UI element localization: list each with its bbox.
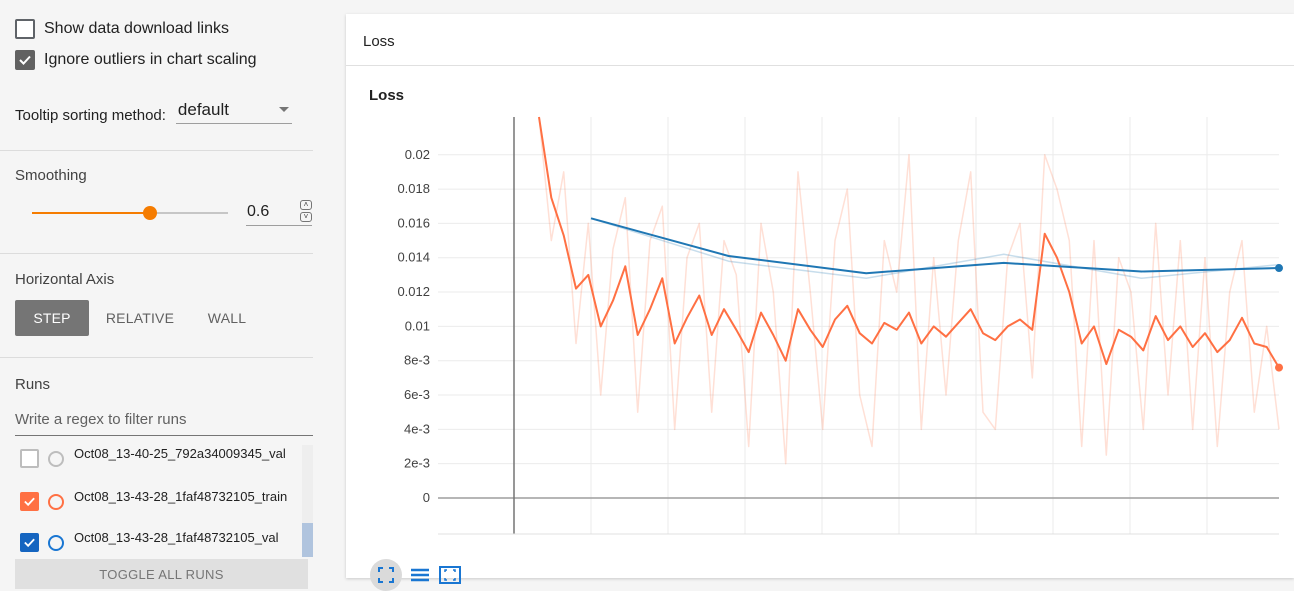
horizontal-axis-title: Horizontal Axis: [15, 271, 115, 288]
runs-title: Runs: [15, 376, 51, 393]
y-tick-label: 6e-3: [404, 387, 430, 402]
run-color-circle-icon: [48, 494, 64, 510]
tooltip-sorting-row: Tooltip sorting method: default: [15, 98, 292, 124]
smoothing-spinner[interactable]: ˄ ˅: [300, 200, 312, 222]
smoothing-value: 0.6: [247, 203, 270, 220]
train-end-point: [1275, 363, 1283, 372]
chart-card: Loss 0 2e-3 4e-3 6e-3 8e-3 0.01 0.012 0.014 0.01…: [346, 14, 1294, 591]
sidebar: Show data download links Ignore outliers…: [0, 0, 330, 589]
tooltip-sorting-label: Tooltip sorting method:: [15, 107, 166, 124]
y-tick-label: 0.014: [397, 250, 430, 265]
divider: [0, 357, 313, 358]
y-tick-label: 0: [423, 490, 430, 505]
y-axis-ticks: 0 2e-3 4e-3 6e-3 8e-3 0.01 0.012 0.014 0.016 0.01…: [397, 147, 430, 505]
runs-filter-input[interactable]: Write a regex to filter runs: [15, 406, 313, 436]
ignore-outliers-option[interactable]: Ignore outliers in chart scaling: [15, 50, 257, 70]
chart-title: Loss: [369, 87, 405, 104]
run-name: Oct08_13-43-28_1faf48732105_train: [74, 489, 288, 504]
val-smoothed-line: [590, 217, 1280, 275]
ignore-outliers-label: Ignore outliers in chart scaling: [44, 51, 257, 68]
chart-grid: [438, 117, 1279, 535]
smoothing-title: Smoothing: [15, 167, 87, 184]
run-checkbox[interactable]: [20, 449, 39, 468]
y-tick-label: 2e-3: [404, 456, 430, 471]
runs-scrollbar[interactable]: [302, 445, 313, 557]
chart-toolbar: [370, 559, 462, 591]
axis-wall-button[interactable]: WALL: [207, 310, 247, 326]
run-color-circle-icon: [48, 451, 64, 467]
axis-step-button[interactable]: STEP: [15, 300, 89, 336]
dropdown-arrow-icon: [278, 106, 289, 112]
spin-down-icon[interactable]: ˅: [300, 212, 312, 222]
show-download-links-option[interactable]: Show data download links: [15, 19, 229, 39]
run-item[interactable]: Oct08_13-40-25_792a34009345_val: [20, 446, 302, 468]
fit-domain-icon[interactable]: [370, 559, 402, 591]
toggle-all-runs-button[interactable]: TOGGLE ALL RUNS: [15, 559, 308, 589]
run-checkbox[interactable]: [20, 492, 39, 511]
y-tick-label: 0.01: [405, 318, 430, 333]
ignore-outliers-checkbox[interactable]: [15, 50, 35, 70]
train-raw-line: [538, 116, 1280, 465]
smoothing-slider-thumb[interactable]: [142, 206, 157, 220]
smoothing-slider[interactable]: [32, 206, 228, 220]
menu-lines-icon[interactable]: [410, 567, 430, 583]
val-end-point: [1275, 264, 1283, 273]
show-download-links-label: Show data download links: [44, 20, 230, 37]
y-tick-label: 0.012: [397, 284, 430, 299]
divider: [0, 253, 313, 254]
val-raw-line: [590, 217, 1280, 280]
y-tick-label: 0.016: [397, 215, 430, 230]
y-tick-label: 4e-3: [404, 421, 430, 436]
y-tick-label: 0.02: [405, 147, 430, 162]
tooltip-sorting-select[interactable]: default: [175, 98, 292, 124]
run-name: Oct08_13-40-25_792a34009345_val: [74, 446, 286, 461]
smoothing-value-input[interactable]: 0.6 ˄ ˅: [246, 198, 312, 226]
runs-scrollbar-thumb[interactable]: [302, 523, 313, 557]
run-checkbox[interactable]: [20, 533, 39, 552]
loss-chart[interactable]: 0 2e-3 4e-3 6e-3 8e-3 0.01 0.012 0.014 0.016 0.01…: [346, 14, 1294, 544]
run-name: Oct08_13-43-28_1faf48732105_val: [74, 530, 279, 545]
smoothing-slider-fill: [32, 212, 150, 214]
expand-icon[interactable]: [438, 565, 462, 585]
divider: [0, 150, 313, 151]
tooltip-sorting-value: default: [177, 99, 229, 119]
y-tick-label: 8e-3: [404, 353, 430, 368]
run-item[interactable]: Oct08_13-43-28_1faf48732105_train: [20, 489, 302, 511]
train-smoothed-line: [538, 116, 1280, 369]
run-color-circle-icon: [48, 535, 64, 551]
axis-relative-button[interactable]: RELATIVE: [105, 310, 175, 326]
spin-up-icon[interactable]: ˄: [300, 200, 312, 210]
run-item[interactable]: Oct08_13-43-28_1faf48732105_val: [20, 530, 302, 552]
card-header[interactable]: Loss: [346, 14, 1294, 66]
show-download-links-checkbox[interactable]: [15, 19, 35, 39]
y-tick-label: 0.018: [397, 181, 430, 196]
chart-series: [538, 116, 1283, 465]
card-header-title: Loss: [363, 33, 395, 50]
